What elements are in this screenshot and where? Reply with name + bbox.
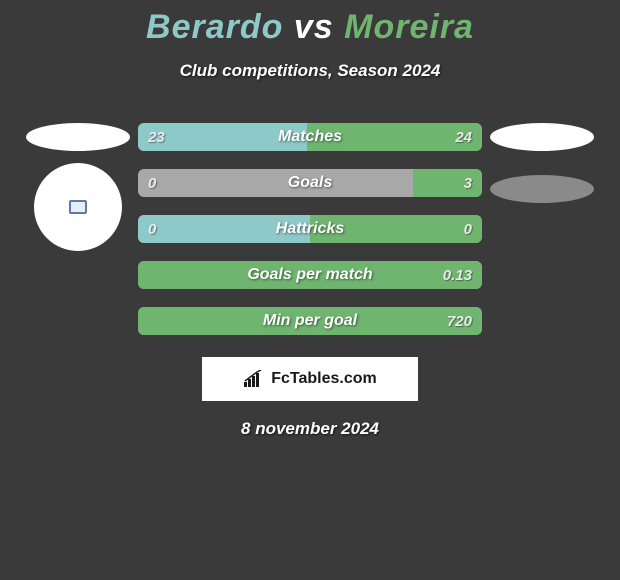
- page-title: Berardo vs Moreira: [0, 8, 620, 47]
- player-right-avatar-placeholder: [490, 123, 594, 151]
- stat-value-left: 0: [148, 221, 156, 238]
- stat-label: Matches: [278, 128, 342, 146]
- stat-value-right: 3: [464, 175, 472, 192]
- stat-bar: 23 24 Matches: [138, 123, 482, 151]
- stat-value-left: 23: [148, 129, 165, 146]
- stat-value-right: 24: [455, 129, 472, 146]
- stat-bar: 0 3 Goals: [138, 169, 482, 197]
- left-column: [18, 123, 138, 251]
- site-logo-text: FcTables.com: [271, 370, 377, 388]
- site-logo[interactable]: FcTables.com: [202, 357, 418, 401]
- stat-label: Goals per match: [247, 266, 372, 284]
- stat-label: Min per goal: [263, 312, 357, 330]
- stat-bar: 0.13 Goals per match: [138, 261, 482, 289]
- player-right-name: Moreira: [344, 8, 474, 46]
- stat-value-right: 720: [447, 313, 472, 330]
- stat-label: Goals: [288, 174, 332, 192]
- stat-bar: 720 Min per goal: [138, 307, 482, 335]
- chart-icon: [243, 370, 265, 388]
- date-label: 8 november 2024: [0, 419, 620, 439]
- right-column: [482, 123, 602, 203]
- player-left-avatar-placeholder: [26, 123, 130, 151]
- stat-value-right: 0: [464, 221, 472, 238]
- stat-bars: 23 24 Matches 0 3 Goals 0 0 Hattricks 0.13 Goals p…: [138, 123, 482, 335]
- player-right-club-badge: [490, 175, 594, 203]
- badge-icon: [69, 200, 87, 214]
- player-left-club-badge: [34, 163, 122, 251]
- stat-value-right: 0.13: [443, 267, 472, 284]
- stat-label: Hattricks: [276, 220, 344, 238]
- comparison-card: Berardo vs Moreira Club competitions, Se…: [0, 0, 620, 439]
- player-left-name: Berardo: [146, 8, 283, 46]
- stat-value-left: 0: [148, 175, 156, 192]
- subtitle: Club competitions, Season 2024: [0, 61, 620, 81]
- main-row: 23 24 Matches 0 3 Goals 0 0 Hattricks 0.13 Goals p…: [0, 123, 620, 335]
- title-vs: vs: [294, 8, 334, 46]
- stat-bar: 0 0 Hattricks: [138, 215, 482, 243]
